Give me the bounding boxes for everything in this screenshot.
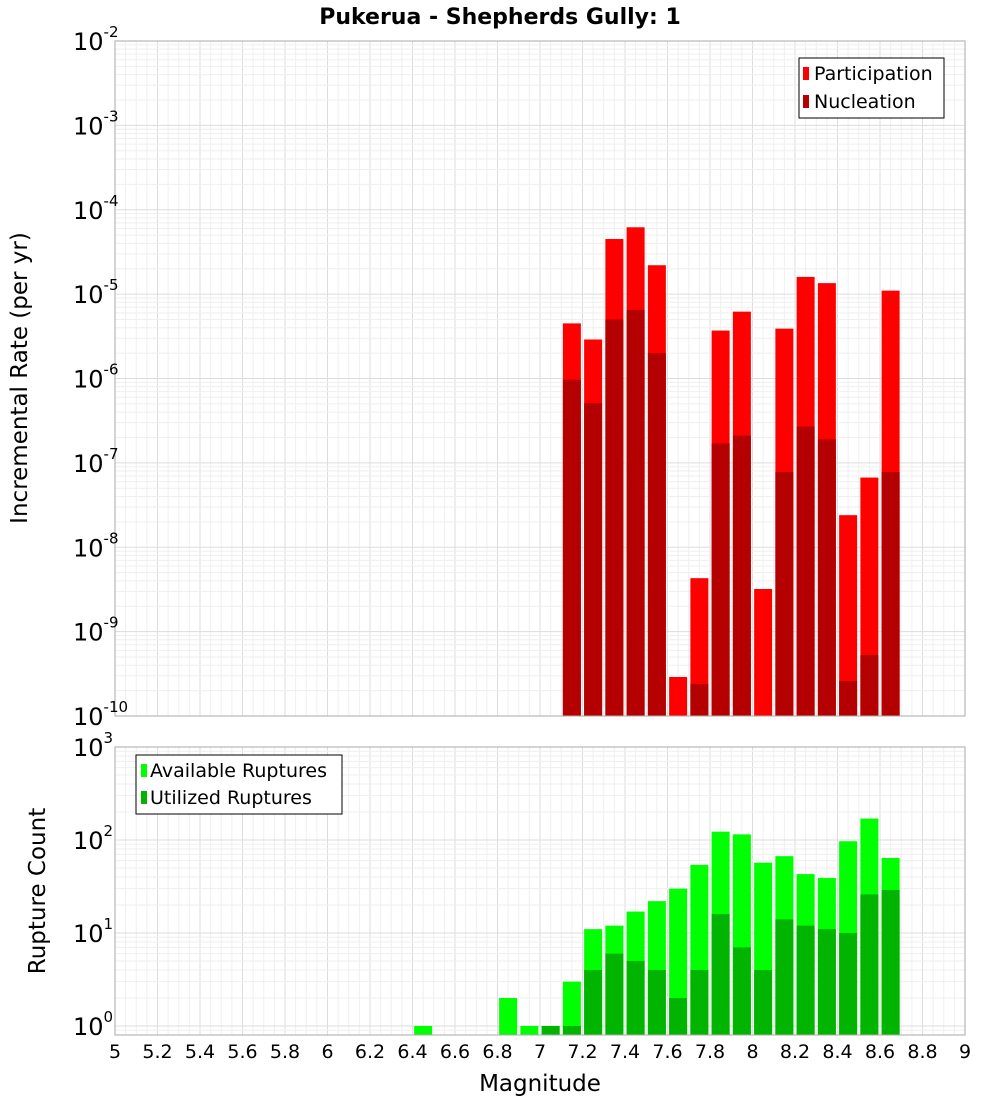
count-bar <box>839 932 858 1035</box>
y-tick-label: 10-8 <box>73 529 119 562</box>
x-tick-label: 8.8 <box>907 1041 937 1063</box>
x-tick-label: 8 <box>746 1041 758 1063</box>
bottom-y-axis-label: Rupture Count <box>25 808 51 974</box>
count-bar <box>754 969 773 1035</box>
count-bar <box>605 953 624 1035</box>
count-bar <box>669 997 688 1035</box>
x-tick-label: 8.2 <box>780 1041 810 1063</box>
rate-bar <box>562 379 581 716</box>
count-bar <box>881 889 900 1035</box>
count-bar <box>796 925 815 1035</box>
x-tick-label: 8.6 <box>865 1041 895 1063</box>
rate-bar <box>796 426 815 716</box>
count-bar <box>647 969 666 1035</box>
x-tick-label: 9 <box>959 1041 971 1063</box>
count-bar <box>562 981 581 1035</box>
count-bar <box>562 1025 581 1035</box>
rate-bar <box>605 319 624 716</box>
top-legend: Participation Nucleation <box>798 57 945 119</box>
x-tick-label: 8.4 <box>822 1041 852 1063</box>
legend-swatch-utilized <box>141 791 147 804</box>
y-tick-label: 10-9 <box>73 614 119 647</box>
x-tick-label: 5.2 <box>142 1041 172 1063</box>
x-tick-label: 6.2 <box>355 1041 385 1063</box>
y-tick-label: 10-5 <box>73 276 119 309</box>
count-bar <box>690 969 709 1035</box>
bottom-legend: Available Ruptures Utilized Ruptures <box>135 754 343 815</box>
x-tick-label: 5 <box>109 1041 121 1063</box>
legend-swatch-nucleation <box>803 95 809 108</box>
top-legend-box <box>798 57 945 119</box>
rate-bar <box>732 435 751 716</box>
rate-bar <box>647 353 666 716</box>
rate-bar <box>754 589 773 716</box>
top-plot-frame <box>114 40 966 717</box>
legend-label-available: Available Ruptures <box>150 760 327 782</box>
top-grid <box>114 40 966 717</box>
rate-bar <box>881 471 900 716</box>
x-tick-label: 6.4 <box>397 1041 427 1063</box>
count-bar <box>817 929 836 1035</box>
y-tick-label: 10-7 <box>73 445 119 478</box>
y-tick-label: 101 <box>73 915 113 948</box>
count-bar <box>499 997 518 1035</box>
x-tick-labels: 5 5.2 5.4 5.6 5.8 6 6.2 6.4 6.6 6.8 7 7.2 7.4 7.6 7.8 8… <box>109 1041 971 1063</box>
x-tick-label: 7 <box>534 1041 546 1063</box>
rate-bar <box>839 680 858 716</box>
count-bar <box>860 894 879 1035</box>
y-tick-label: 10-10 <box>73 698 128 731</box>
y-tick-label: 102 <box>73 822 113 855</box>
y-tick-label: 100 <box>73 1008 113 1041</box>
bottom-bars <box>414 818 900 1035</box>
bottom-plot-frame <box>114 746 966 1036</box>
bottom-y-tick-labels: 100 101 102 103 <box>73 729 113 1041</box>
legend-swatch-available <box>141 764 147 777</box>
rate-bar <box>584 403 603 716</box>
top-bars <box>562 227 900 716</box>
count-bar <box>626 960 645 1035</box>
x-axis-label: Magnitude <box>479 1071 601 1097</box>
x-tick-label: 7.2 <box>567 1041 597 1063</box>
rate-bar <box>817 439 836 716</box>
count-bar <box>775 919 794 1035</box>
y-tick-label: 103 <box>73 729 113 762</box>
x-tick-label: 5.6 <box>227 1041 257 1063</box>
y-tick-label: 10-3 <box>73 107 119 140</box>
x-tick-label: 6.6 <box>440 1041 470 1063</box>
x-tick-label: 7.8 <box>695 1041 725 1063</box>
rate-bar <box>690 578 709 716</box>
y-tick-label: 10-6 <box>73 361 119 394</box>
top-y-axis-label: Incremental Rate (per yr) <box>7 232 33 524</box>
rate-bar <box>711 443 730 716</box>
x-tick-label: 7.6 <box>652 1041 682 1063</box>
bottom-legend-box <box>135 754 343 815</box>
count-bar <box>541 1025 560 1035</box>
y-tick-label: 10-4 <box>73 192 119 225</box>
legend-label-nucleation: Nucleation <box>814 91 916 113</box>
chart-title: Pukerua - Shepherds Gully: 1 <box>319 5 681 30</box>
legend-label-participation: Participation <box>814 63 933 85</box>
x-tick-label: 7.4 <box>610 1041 640 1063</box>
rate-bar <box>669 676 688 716</box>
rate-bar <box>690 683 709 716</box>
count-bar <box>711 914 730 1035</box>
x-tick-label: 6 <box>321 1041 333 1063</box>
y-tick-label: 10-2 <box>73 23 119 56</box>
count-bar <box>584 969 603 1035</box>
count-bar <box>732 947 751 1035</box>
x-tick-label: 5.8 <box>270 1041 300 1063</box>
legend-swatch-participation <box>803 67 809 80</box>
x-tick-label: 5.4 <box>185 1041 215 1063</box>
count-bar <box>520 1025 539 1035</box>
count-bar <box>414 1025 433 1035</box>
rate-bar <box>775 471 794 716</box>
rate-bar <box>860 654 879 716</box>
rate-bar <box>626 309 645 716</box>
x-tick-label: 6.8 <box>482 1041 512 1063</box>
rate-bar <box>839 515 858 716</box>
legend-label-utilized: Utilized Ruptures <box>150 787 312 809</box>
